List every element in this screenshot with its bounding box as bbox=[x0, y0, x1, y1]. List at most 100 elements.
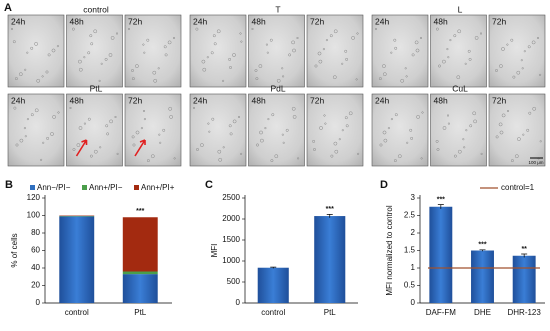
cell bbox=[237, 115, 241, 119]
cell bbox=[254, 69, 258, 72]
cell bbox=[498, 122, 503, 127]
group-title: T bbox=[275, 4, 280, 14]
x-tick-label: DAF-FM bbox=[426, 308, 457, 317]
cell bbox=[110, 36, 115, 40]
cell bbox=[142, 109, 146, 113]
cell bbox=[264, 127, 267, 130]
cell bbox=[168, 106, 173, 111]
cell bbox=[265, 43, 268, 46]
cell bbox=[78, 59, 82, 64]
cell bbox=[341, 129, 344, 132]
cell bbox=[216, 29, 221, 34]
cell bbox=[447, 56, 450, 59]
time-label: 48h bbox=[434, 95, 448, 105]
cell bbox=[52, 115, 56, 119]
cell bbox=[56, 45, 59, 48]
cell bbox=[453, 34, 457, 38]
cell bbox=[90, 42, 94, 46]
cell bbox=[357, 152, 360, 155]
cell bbox=[34, 108, 39, 113]
cell bbox=[173, 157, 176, 160]
cell bbox=[390, 118, 393, 121]
cell bbox=[99, 146, 102, 149]
cell bbox=[473, 119, 477, 124]
x-tick-label: control bbox=[65, 308, 89, 317]
cell bbox=[319, 126, 323, 130]
time-label: 72h bbox=[492, 95, 506, 105]
cell bbox=[355, 78, 358, 81]
cell bbox=[499, 64, 503, 68]
cell bbox=[267, 118, 270, 121]
cell bbox=[400, 78, 405, 83]
micrograph bbox=[66, 14, 123, 88]
significance: *** bbox=[437, 196, 445, 203]
cell bbox=[526, 128, 530, 132]
cell bbox=[446, 114, 450, 117]
cell bbox=[213, 42, 217, 46]
cell bbox=[239, 32, 242, 35]
cell bbox=[211, 117, 215, 121]
cell bbox=[416, 115, 420, 119]
cell bbox=[312, 139, 316, 143]
cell bbox=[222, 79, 225, 82]
y-tick-label: 80 bbox=[31, 228, 40, 237]
cell bbox=[338, 138, 341, 141]
cell bbox=[464, 62, 467, 65]
cell bbox=[345, 124, 349, 128]
micrograph bbox=[488, 93, 546, 167]
cell bbox=[292, 115, 297, 119]
time-label: 48h bbox=[70, 95, 84, 105]
micrograph bbox=[124, 14, 182, 88]
cell bbox=[232, 53, 236, 57]
cell bbox=[282, 75, 285, 78]
cell bbox=[158, 133, 161, 136]
cell bbox=[206, 56, 209, 59]
cell bbox=[528, 111, 532, 115]
cell bbox=[323, 114, 326, 117]
cell bbox=[195, 27, 199, 31]
cell bbox=[100, 62, 103, 65]
cell bbox=[393, 38, 397, 42]
bar bbox=[257, 267, 289, 303]
cell bbox=[420, 157, 423, 160]
cell bbox=[135, 130, 140, 135]
significance: *** bbox=[326, 206, 334, 213]
cell bbox=[405, 75, 408, 78]
time-label: 72h bbox=[128, 95, 142, 105]
cell bbox=[13, 106, 17, 110]
cell bbox=[256, 143, 259, 147]
cell bbox=[397, 154, 402, 159]
cell bbox=[202, 67, 207, 72]
cell bbox=[296, 36, 299, 40]
y-tick-label: 500 bbox=[227, 277, 241, 286]
cell bbox=[539, 140, 542, 143]
cell bbox=[472, 111, 477, 116]
micrograph bbox=[430, 14, 487, 88]
cell bbox=[162, 128, 166, 132]
cell bbox=[282, 141, 285, 144]
micrograph bbox=[430, 93, 487, 167]
cell bbox=[356, 32, 359, 35]
cell bbox=[394, 46, 398, 50]
cell bbox=[419, 36, 423, 40]
cell bbox=[30, 46, 34, 50]
cell bbox=[222, 146, 225, 149]
error-bar bbox=[437, 204, 444, 209]
cell bbox=[274, 154, 279, 159]
cell bbox=[207, 122, 210, 125]
cell bbox=[379, 143, 383, 147]
cell bbox=[495, 135, 499, 139]
cell bbox=[93, 149, 98, 154]
micrograph bbox=[371, 14, 429, 88]
cell bbox=[531, 40, 536, 45]
cell bbox=[218, 157, 223, 162]
panel-label: B bbox=[5, 179, 13, 191]
cell bbox=[208, 130, 211, 133]
cell bbox=[344, 116, 348, 120]
cell bbox=[34, 42, 38, 46]
cell bbox=[382, 64, 386, 68]
cell bbox=[281, 133, 284, 136]
cell bbox=[24, 68, 27, 71]
cell bbox=[109, 119, 113, 124]
y-tick-label: 120 bbox=[27, 193, 41, 202]
